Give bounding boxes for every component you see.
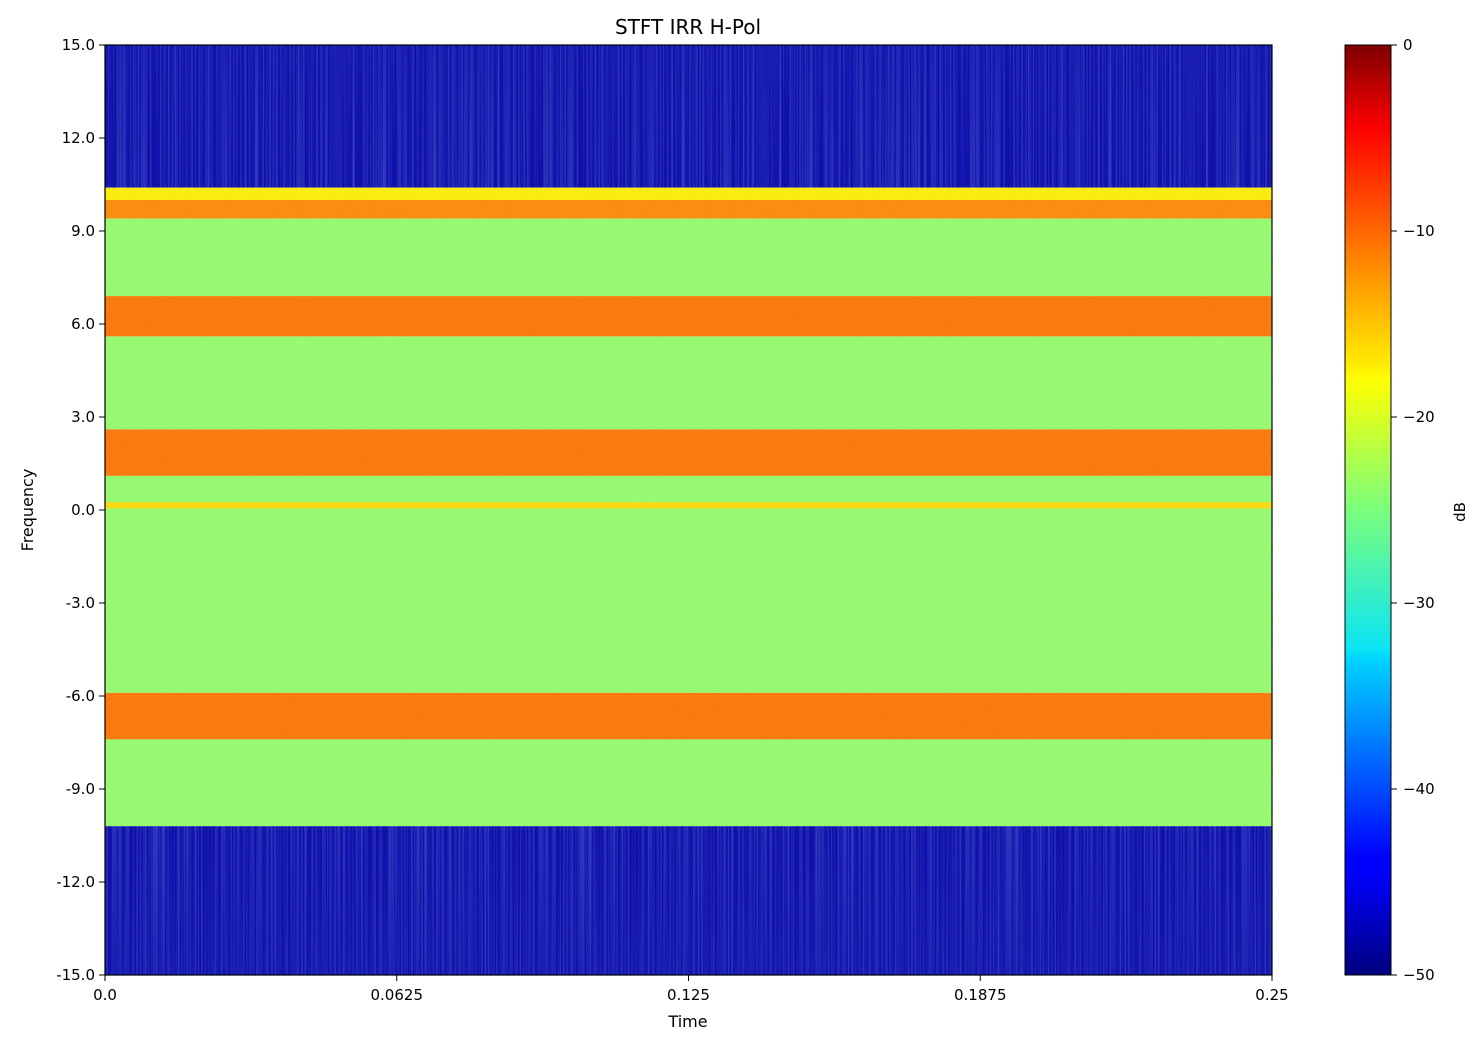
y-axis-label: Frequency xyxy=(18,469,37,552)
x-axis: 0.0 0.0625 0.125 0.1875 0.25 xyxy=(93,975,1289,1004)
colorbar-tick-label: −10 xyxy=(1403,222,1435,240)
plot-area xyxy=(104,44,1273,976)
y-tick-label: 0.0 xyxy=(71,501,95,519)
colorbar: 0 −10 −20 −30 −40 −50 dB xyxy=(1344,36,1469,984)
y-tick-label: -3.0 xyxy=(66,594,95,612)
y-tick-label: 6.0 xyxy=(71,315,95,333)
y-tick-label: 12.0 xyxy=(62,129,95,147)
y-tick-label: 3.0 xyxy=(71,408,95,426)
chart-title: STFT IRR H-Pol xyxy=(615,15,761,39)
y-tick-label: -15.0 xyxy=(56,966,95,984)
x-axis-label: Time xyxy=(667,1012,707,1031)
colorbar-label: dB xyxy=(1451,502,1469,522)
x-tick-label: 0.1875 xyxy=(954,986,1007,1004)
colorbar-tick-label: −50 xyxy=(1403,966,1435,984)
y-tick-label: 15.0 xyxy=(62,36,95,54)
y-axis: 15.0 12.0 9.0 6.0 3.0 0.0 -3.0 -6.0 -9.0 -12.0 -15… xyxy=(56,36,105,984)
colorbar-tick-label: 0 xyxy=(1403,36,1413,54)
colorbar-tick-label: −30 xyxy=(1403,594,1435,612)
colorbar-tick-label: −40 xyxy=(1403,780,1435,798)
y-tick-label: -6.0 xyxy=(66,687,95,705)
colorbar-tick-label: −20 xyxy=(1403,408,1435,426)
noise-overlay xyxy=(105,45,1272,975)
y-tick-label: -9.0 xyxy=(66,780,95,798)
x-tick-label: 0.0 xyxy=(93,986,117,1004)
y-tick-label: -12.0 xyxy=(56,873,95,891)
x-tick-label: 0.125 xyxy=(667,986,710,1004)
colorbar-gradient xyxy=(1344,44,1392,976)
x-tick-label: 0.0625 xyxy=(371,986,424,1004)
x-tick-label: 0.25 xyxy=(1255,986,1288,1004)
y-tick-label: 9.0 xyxy=(71,222,95,240)
